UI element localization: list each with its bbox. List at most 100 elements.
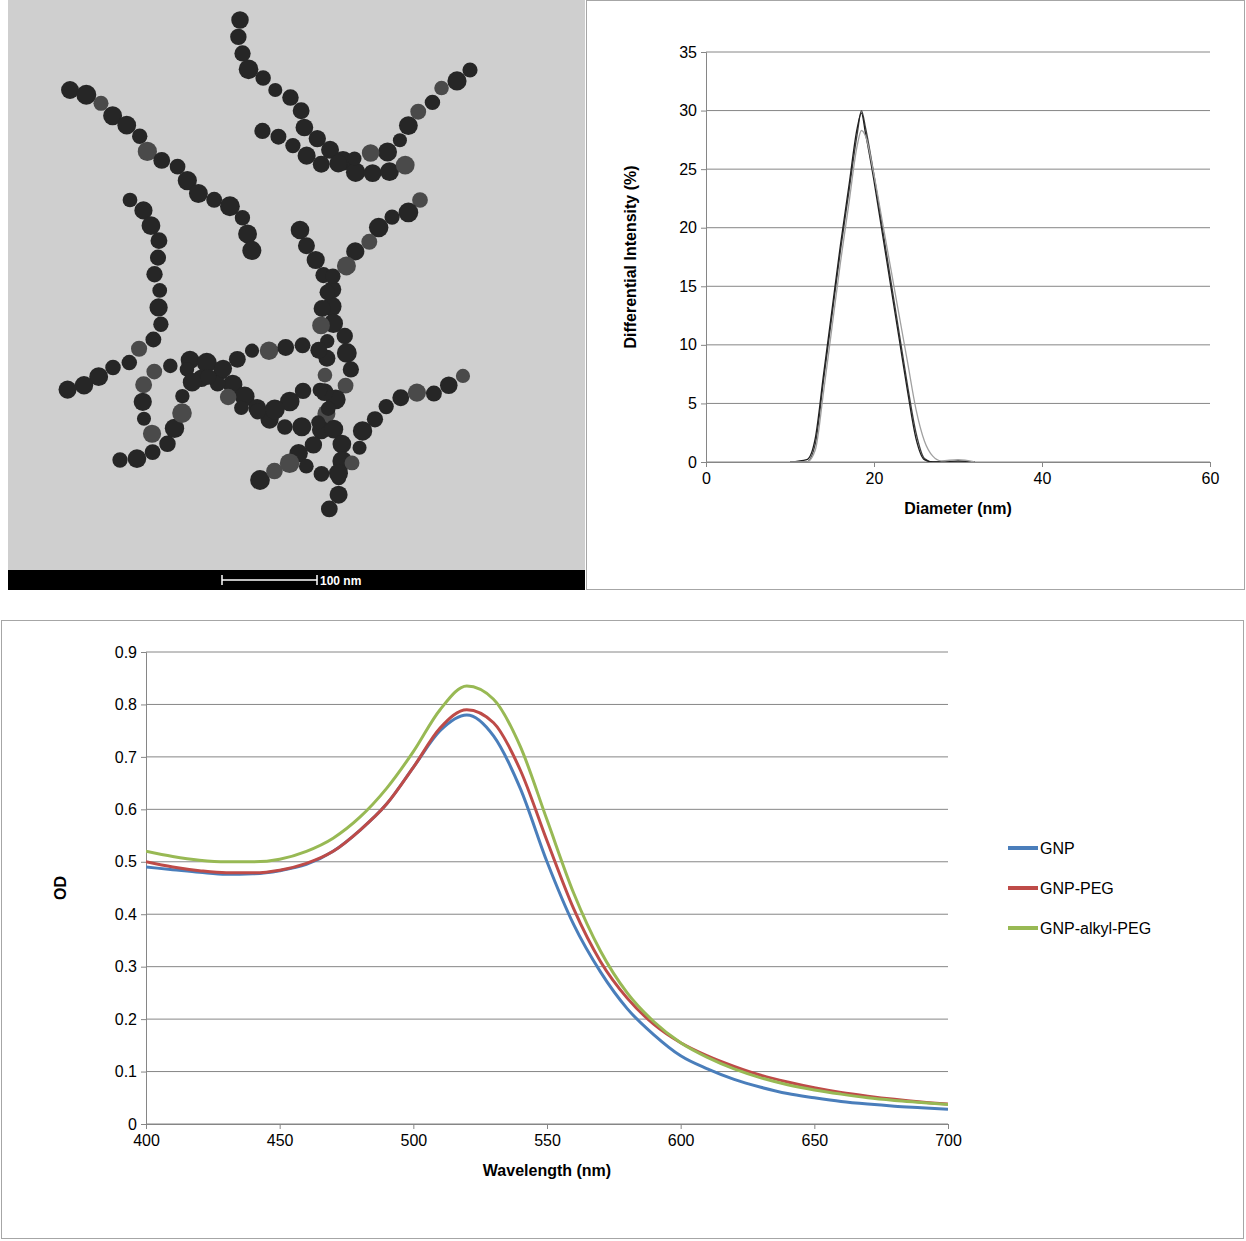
series-line [790, 113, 975, 462]
particle [242, 241, 261, 260]
y-tick: 35 [679, 44, 706, 61]
y-tick-label: 0.1 [115, 1063, 137, 1080]
particle [392, 389, 409, 406]
y-tick-label: 0.4 [115, 906, 137, 923]
particle [282, 89, 299, 106]
legend-swatch [1008, 886, 1038, 890]
x-tick-label: 400 [133, 1132, 160, 1149]
grid [146, 652, 948, 1124]
particle [150, 232, 167, 249]
y-tick-mark [141, 967, 146, 968]
x-axis-title: Diameter (nm) [904, 500, 1012, 517]
particle [229, 351, 246, 368]
y-tick: 0.5 [115, 853, 146, 870]
x-tick-mark [948, 1124, 949, 1129]
y-axis-title: OD [52, 876, 69, 900]
y-tick-mark [141, 704, 146, 705]
grid-line [706, 286, 1210, 287]
micrograph-background [8, 0, 585, 590]
y-tick-mark [701, 111, 706, 112]
x-tick-label: 650 [801, 1132, 828, 1149]
particle [142, 216, 161, 235]
scale-bar [222, 579, 317, 581]
particle [280, 454, 300, 474]
y-tick-mark [701, 462, 706, 463]
particle [152, 283, 167, 298]
particle [310, 342, 327, 359]
particle [378, 143, 397, 162]
particle [307, 251, 325, 269]
grid [706, 52, 1210, 462]
grid-line [706, 52, 1210, 53]
y-tick-mark [141, 1124, 146, 1125]
x-tick-mark [1210, 462, 1211, 467]
series-line [146, 686, 948, 1105]
x-tick: 40 [1034, 462, 1052, 487]
y-tick-label: 0.2 [115, 1011, 137, 1028]
y-tick-mark [701, 52, 706, 53]
series-group [790, 111, 975, 462]
y-tick: 0.4 [115, 906, 146, 923]
x-tick: 20 [866, 462, 884, 487]
particle [234, 401, 248, 415]
y-tick-label: 20 [679, 219, 697, 236]
x-tick-label: 0 [702, 470, 711, 487]
y-tick: 0.8 [115, 696, 146, 713]
particle [298, 147, 316, 165]
particle [277, 419, 293, 435]
particle [172, 403, 192, 423]
x-tick-label: 450 [267, 1132, 294, 1149]
particle [337, 256, 356, 275]
particle [214, 360, 232, 378]
x-tick-mark [280, 1124, 281, 1129]
y-tick-mark [141, 809, 146, 810]
y-tick: 10 [679, 336, 706, 353]
particle [312, 317, 330, 335]
legend-label: GNP [1040, 840, 1075, 857]
x-tick: 650 [801, 1124, 828, 1149]
y-axis: 05101520253035 [679, 44, 706, 471]
chart: 40045050055060065070000.10.20.30.40.50.6… [52, 644, 1151, 1179]
scale-bar-background [8, 570, 585, 590]
legend-swatch [1008, 926, 1038, 930]
scale-bar-end [316, 575, 318, 585]
particle [145, 332, 161, 348]
particle [239, 59, 259, 79]
particle [189, 184, 208, 203]
particle [265, 400, 285, 420]
x-tick: 0 [702, 462, 711, 487]
particle [159, 436, 176, 453]
particle [329, 155, 347, 173]
y-tick-mark [141, 914, 146, 915]
y-tick-mark [141, 862, 146, 863]
particle [153, 152, 170, 169]
y-tick-mark [141, 652, 146, 653]
particle [235, 210, 250, 225]
particle [122, 355, 137, 370]
particle [132, 129, 147, 144]
y-tick: 15 [679, 278, 706, 295]
particle [434, 81, 449, 96]
legend-swatch [1008, 846, 1038, 850]
grid-line [146, 756, 948, 757]
particle [313, 156, 330, 173]
particle [311, 415, 325, 429]
particle [270, 129, 286, 145]
x-tick-label: 700 [935, 1132, 962, 1149]
x-tick: 700 [935, 1124, 962, 1149]
x-tick-mark [1042, 462, 1043, 467]
x-tick-label: 40 [1034, 470, 1052, 487]
particle [183, 373, 202, 392]
particle [112, 452, 127, 467]
y-tick-label: 15 [679, 278, 697, 295]
scale-bar-end [221, 575, 223, 585]
particle [343, 361, 359, 377]
particle [408, 383, 426, 401]
y-tick: 25 [679, 161, 706, 178]
y-tick: 0.3 [115, 958, 146, 975]
particle [337, 328, 353, 344]
particle [200, 369, 216, 385]
particle [345, 456, 360, 471]
chart: 020406005101520253035Diameter (nm)Differ… [622, 44, 1220, 517]
panel-frame [587, 1, 1245, 590]
